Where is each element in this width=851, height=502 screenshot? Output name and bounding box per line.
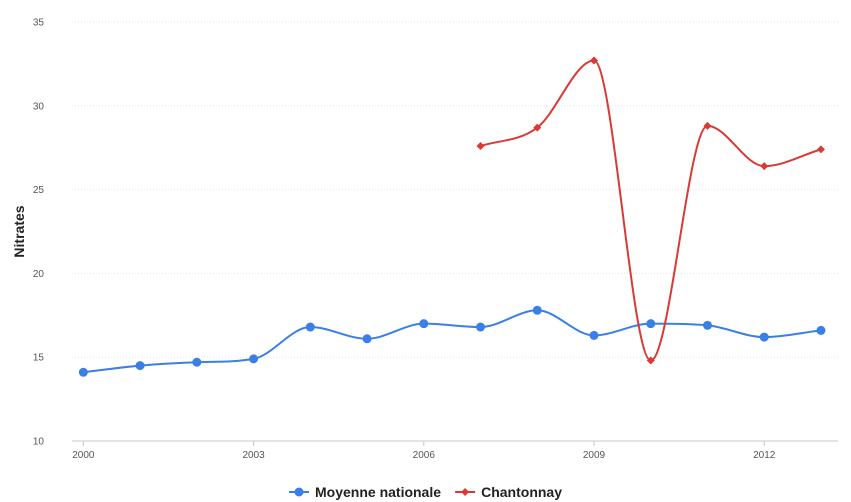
data-point-chantonnay bbox=[703, 121, 712, 130]
axes: 10 15 20 25 30 35 2000 2003 2006 2009 2012 bbox=[33, 18, 838, 461]
y-tick-label: 10 bbox=[33, 437, 45, 448]
legend-label: Moyenne nationale bbox=[315, 484, 441, 500]
data-point-moyenne-nationale bbox=[419, 319, 429, 329]
series-line-moyenne-nationale bbox=[82, 309, 822, 374]
x-tick-label: 2012 bbox=[753, 450, 776, 461]
data-point-moyenne-nationale bbox=[135, 361, 145, 371]
data-point-chantonnay bbox=[476, 142, 485, 151]
data-point-chantonnay bbox=[590, 56, 599, 65]
data-point-moyenne-nationale bbox=[192, 357, 202, 367]
data-point-moyenne-nationale bbox=[759, 332, 769, 342]
y-tick-label: 20 bbox=[33, 269, 45, 280]
y-tick-label: 30 bbox=[33, 101, 45, 112]
data-point-moyenne-nationale bbox=[646, 319, 656, 329]
legend-item[interactable]: Chantonnay bbox=[455, 484, 562, 500]
x-tick-label: 2003 bbox=[242, 450, 265, 461]
x-tick-label: 2009 bbox=[583, 450, 606, 461]
data-points bbox=[78, 56, 826, 377]
data-point-chantonnay bbox=[816, 145, 825, 154]
y-tick-label: 15 bbox=[33, 353, 45, 364]
data-point-moyenne-nationale bbox=[249, 354, 259, 364]
grid-lines bbox=[72, 21, 838, 358]
data-point-moyenne-nationale bbox=[305, 322, 315, 332]
data-point-moyenne-nationale bbox=[362, 334, 372, 344]
data-point-moyenne-nationale bbox=[476, 322, 486, 332]
y-tick-label: 25 bbox=[33, 185, 45, 196]
legend-marker bbox=[461, 488, 470, 496]
data-point-moyenne-nationale bbox=[78, 367, 88, 377]
legend-marker bbox=[294, 487, 304, 497]
y-tick-label: 35 bbox=[33, 18, 45, 29]
x-tick-label: 2006 bbox=[413, 450, 436, 461]
data-point-chantonnay bbox=[533, 123, 542, 132]
data-point-chantonnay bbox=[760, 162, 769, 171]
data-point-chantonnay bbox=[646, 356, 655, 365]
legend-label: Chantonnay bbox=[481, 484, 562, 500]
data-point-moyenne-nationale bbox=[816, 325, 826, 335]
y-axis-title: Nitrates bbox=[11, 205, 27, 257]
data-point-moyenne-nationale bbox=[702, 320, 712, 330]
data-point-moyenne-nationale bbox=[589, 330, 599, 340]
x-tick-label: 2000 bbox=[72, 450, 95, 461]
legend-item[interactable]: Moyenne nationale bbox=[289, 484, 441, 500]
legend: Moyenne nationale Chantonnay bbox=[289, 484, 562, 500]
data-point-moyenne-nationale bbox=[532, 305, 542, 315]
